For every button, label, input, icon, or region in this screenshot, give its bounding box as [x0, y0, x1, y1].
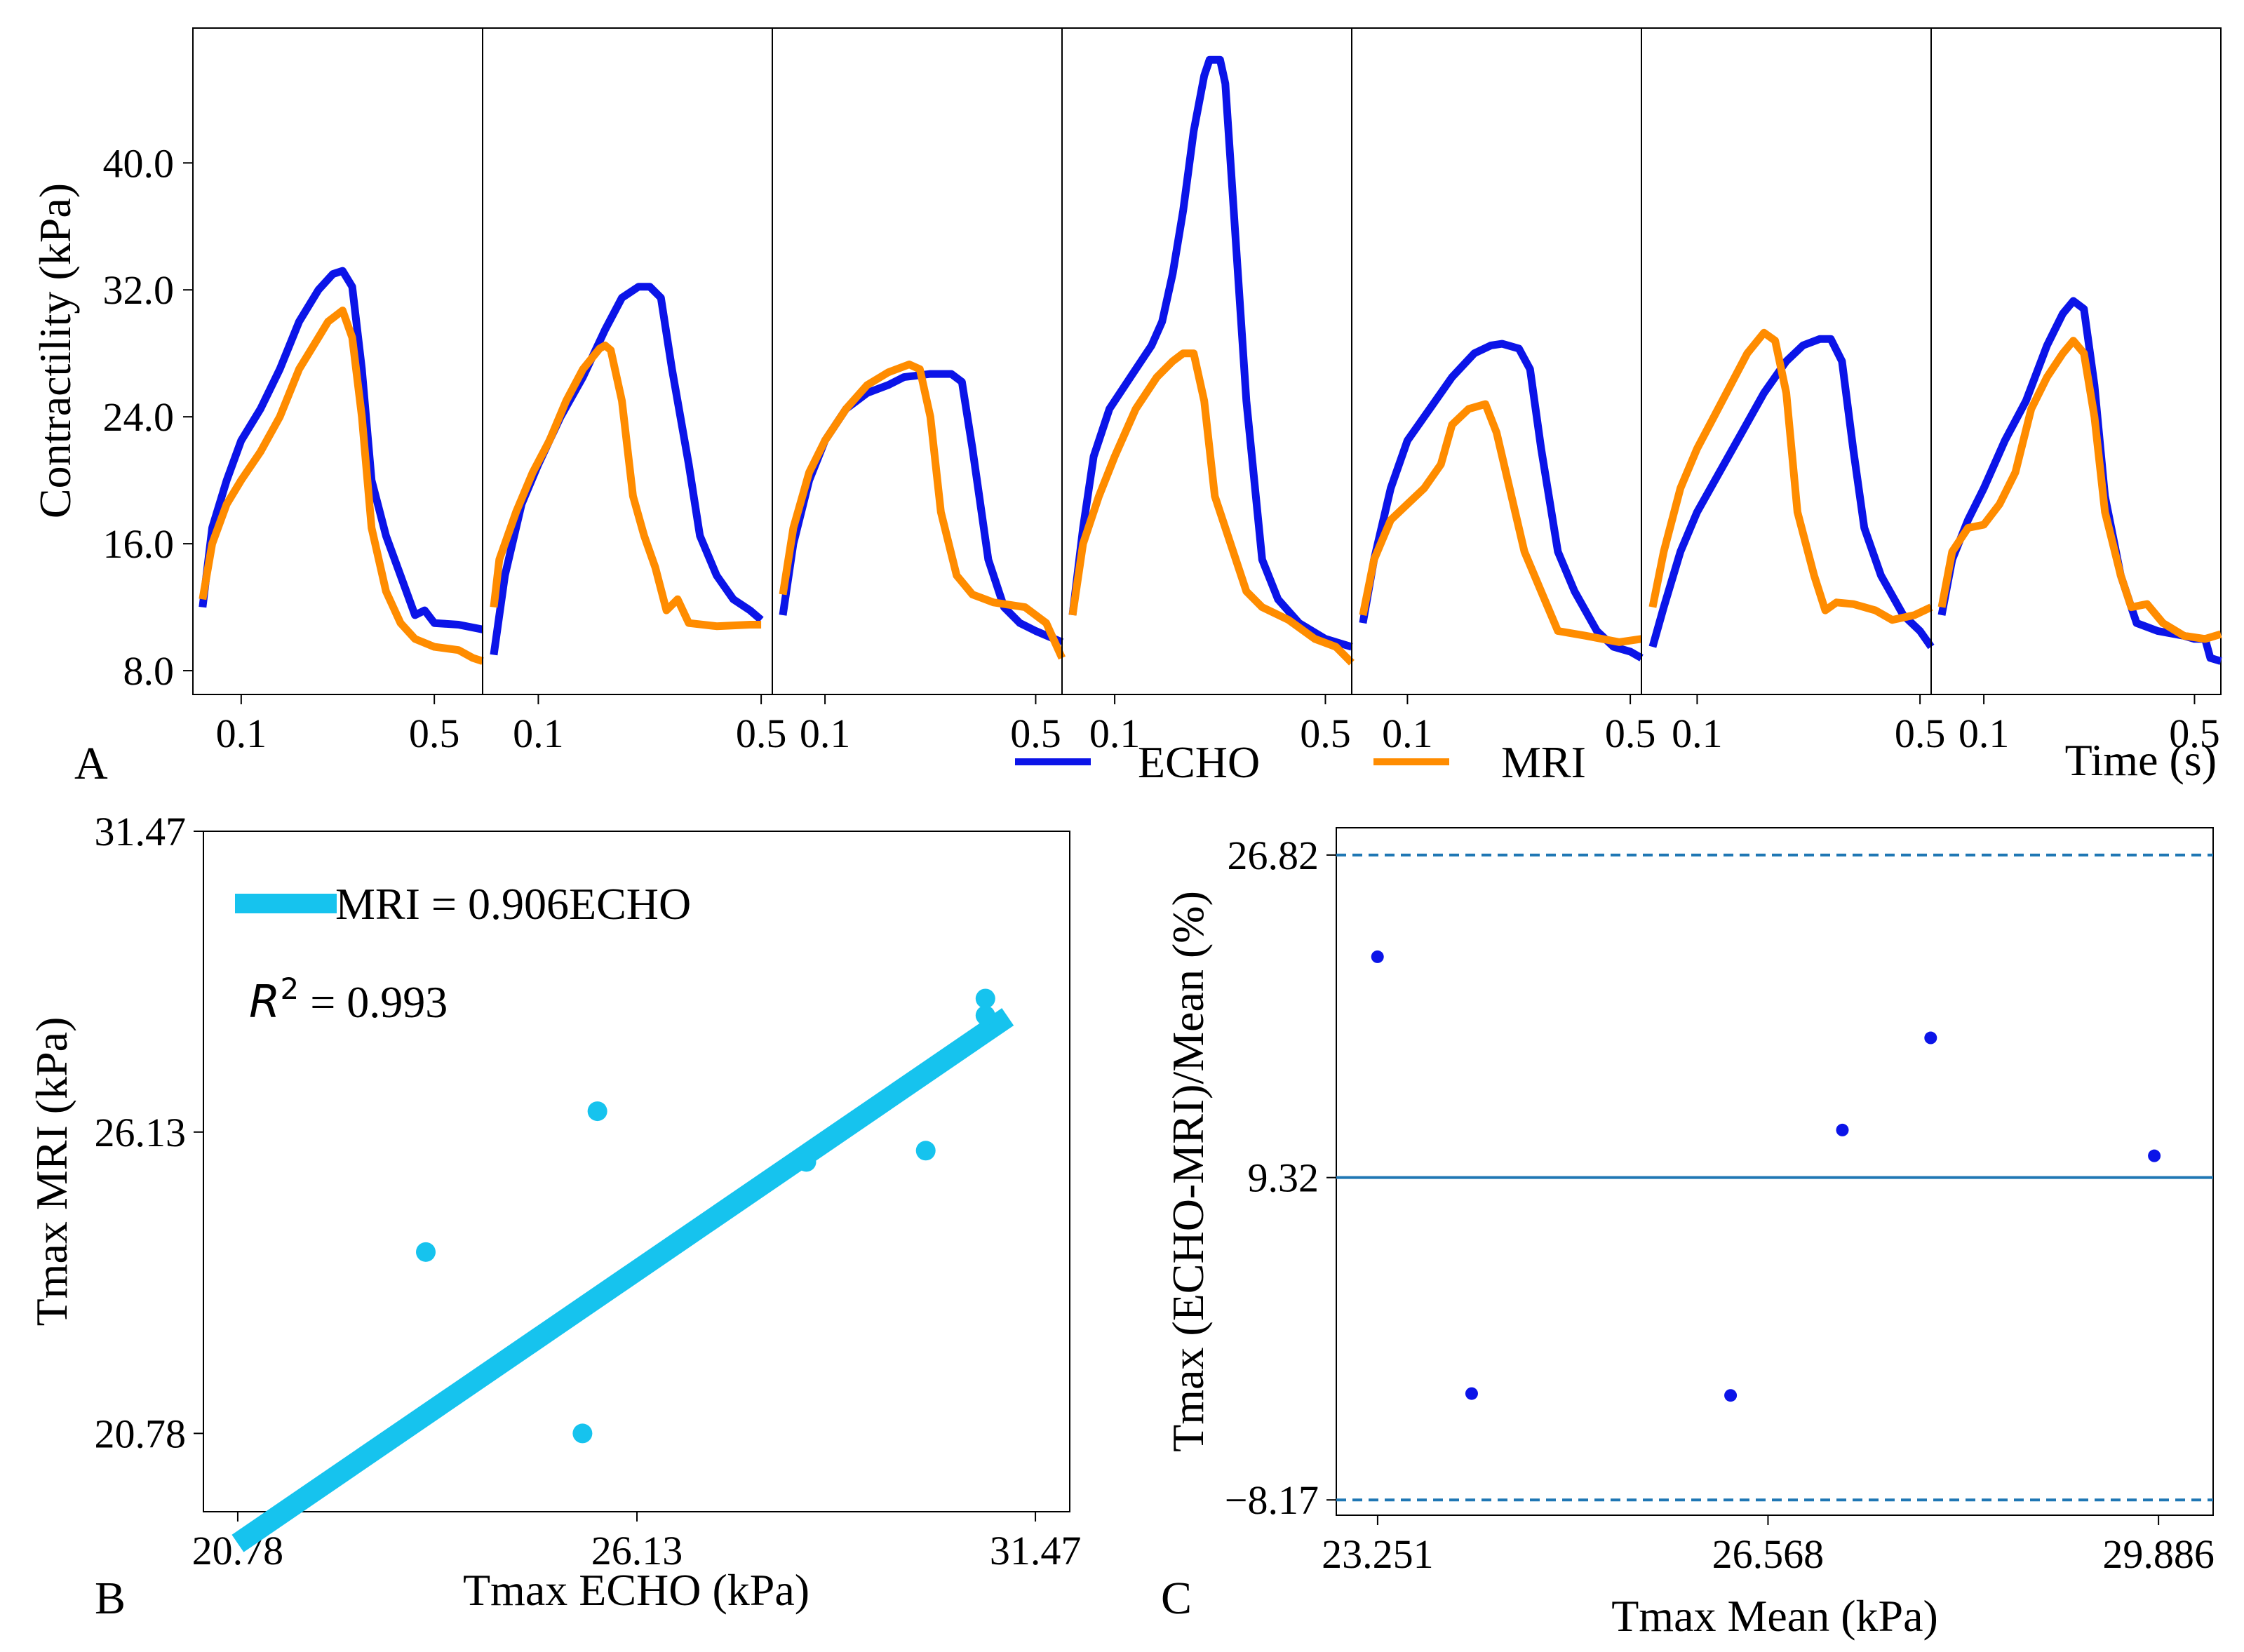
y-tick-label: 16.0	[103, 521, 175, 567]
echo-line	[1068, 55, 1353, 651]
mri-line	[490, 341, 762, 631]
mri-line	[1937, 337, 2222, 643]
x-tick-label: 26.13	[591, 1528, 683, 1573]
x-tick-label: 23.251	[1322, 1531, 1434, 1577]
plot-frame	[1336, 827, 2214, 1516]
x-tick-label: 0.5	[1605, 711, 1656, 756]
echo-line	[199, 267, 484, 633]
scatter-point	[1924, 1031, 1937, 1045]
fit-line	[231, 1008, 1014, 1552]
panel-label-a: A	[74, 738, 108, 789]
x-tick-label: 0.5	[736, 711, 787, 756]
mri-line	[1068, 349, 1355, 666]
x-tick-label: 0.1	[216, 711, 267, 756]
x-tick-label: 29.886	[2102, 1531, 2215, 1577]
y-tick-label: 8.0	[123, 648, 175, 694]
y-axis-label: Tmax (ECHO-MRI)/Mean (%)	[1163, 891, 1213, 1452]
scatter-point	[1836, 1123, 1849, 1136]
x-tick-label: 0.1	[1672, 711, 1723, 756]
scatter-point	[1724, 1389, 1738, 1402]
panel-a: 0.1 0.5 0.1 0.5 0.1 0.5 0.1 0.5 0.1 0.5 0.1 0.5 0.1 0…	[30, 27, 2222, 785]
subplot-5: 0.1 0.5	[1351, 27, 1656, 756]
y-tick-label: 40.0	[103, 140, 175, 186]
y-axis-label: Contractility (kPa)	[30, 183, 80, 518]
panel-label-b: B	[95, 1573, 126, 1624]
x-tick-label: 0.5	[1895, 711, 1946, 756]
mri-line	[1359, 400, 1642, 646]
echo-line	[1359, 340, 1644, 662]
subplot-frame	[1351, 27, 1642, 695]
subplot-6: 0.1 0.5	[1641, 27, 1946, 756]
subplot-frame	[192, 27, 483, 695]
r2-exponent: 2	[280, 972, 299, 1006]
scatter-point	[415, 1242, 436, 1262]
scatter-point	[975, 1005, 995, 1026]
x-tick-label: 0.5	[409, 711, 460, 756]
scatter-point	[587, 1101, 607, 1122]
subplot-2: 0.1 0.5	[482, 27, 787, 756]
r2-symbol: R	[249, 976, 280, 1028]
subplot-1: 0.1 0.5	[192, 27, 484, 756]
plot-frame	[203, 831, 1070, 1512]
subplot-3: 0.1 0.5	[772, 27, 1066, 756]
x-tick-label: 0.1	[1089, 711, 1141, 756]
r2-value: = 0.993	[299, 977, 448, 1027]
x-axis-label: Tmax ECHO (kPa)	[463, 1565, 809, 1615]
scatter-point	[2148, 1149, 2161, 1162]
legend-fit-label: MRI = 0.906ECHO	[335, 879, 691, 929]
y-tick-label: 26.13	[95, 1110, 187, 1155]
x-tick-label: 0.5	[1010, 711, 1061, 756]
x-tick-label: 0.1	[800, 711, 851, 756]
r2-annotation: R2 = 0.993	[249, 972, 448, 1028]
y-tick-label: 20.78	[95, 1411, 187, 1456]
panel-label-c: C	[1161, 1573, 1192, 1624]
x-axis-label: Tmax Mean (kPa)	[1611, 1591, 1938, 1641]
y-tick-label: 24.0	[103, 394, 175, 440]
scatter-point	[915, 1141, 936, 1161]
scatter-point	[796, 1152, 817, 1172]
x-tick-label: 26.568	[1712, 1531, 1825, 1577]
subplot-frame	[1061, 27, 1352, 695]
scatter-point	[1465, 1387, 1478, 1400]
subplot-frame	[772, 27, 1063, 695]
legend-echo-label: ECHO	[1138, 737, 1260, 787]
echo-line	[779, 370, 1064, 646]
echo-line	[1648, 335, 1935, 650]
y-axis-label: Tmax MRI (kPa)	[27, 1017, 76, 1327]
x-tick-label: 0.1	[1382, 711, 1433, 756]
x-tick-label: 31.47	[990, 1528, 1082, 1573]
subplot-frame	[1930, 27, 2222, 695]
x-tick-label: 0.5	[1300, 711, 1351, 756]
legend-b: MRI = 0.906ECHO R2 = 0.993	[235, 879, 691, 1028]
mri-line	[199, 307, 484, 665]
x-tick-label: 0.1	[513, 711, 564, 756]
y-tick-label: −8.17	[1225, 1477, 1319, 1523]
mri-line	[779, 361, 1066, 660]
scatter-point	[1371, 950, 1384, 963]
y-tick-label: 9.32	[1248, 1155, 1319, 1201]
x-axis-label: Time (s)	[2065, 735, 2217, 785]
panel-c: 23.251 26.568 29.886 −8.17 9.32 26.82 Tmax Mea…	[1163, 827, 2215, 1641]
legend-mri-label: MRI	[1501, 737, 1586, 787]
scatter-point	[975, 988, 995, 1009]
subplot-7: 0.1 0.5	[1930, 27, 2222, 756]
legend-a: ECHO MRI	[1015, 737, 1586, 787]
mri-line	[1648, 328, 1933, 624]
y-tick-label: 32.0	[103, 267, 175, 313]
x-tick-label: 0.1	[1959, 711, 2010, 756]
subplot-4: 0.1 0.5	[1061, 27, 1355, 756]
scatter-point	[572, 1423, 593, 1444]
y-tick-label: 26.82	[1228, 833, 1319, 878]
y-tick-label: 31.47	[95, 809, 187, 854]
x-tick-label: 0.5	[2169, 711, 2220, 756]
